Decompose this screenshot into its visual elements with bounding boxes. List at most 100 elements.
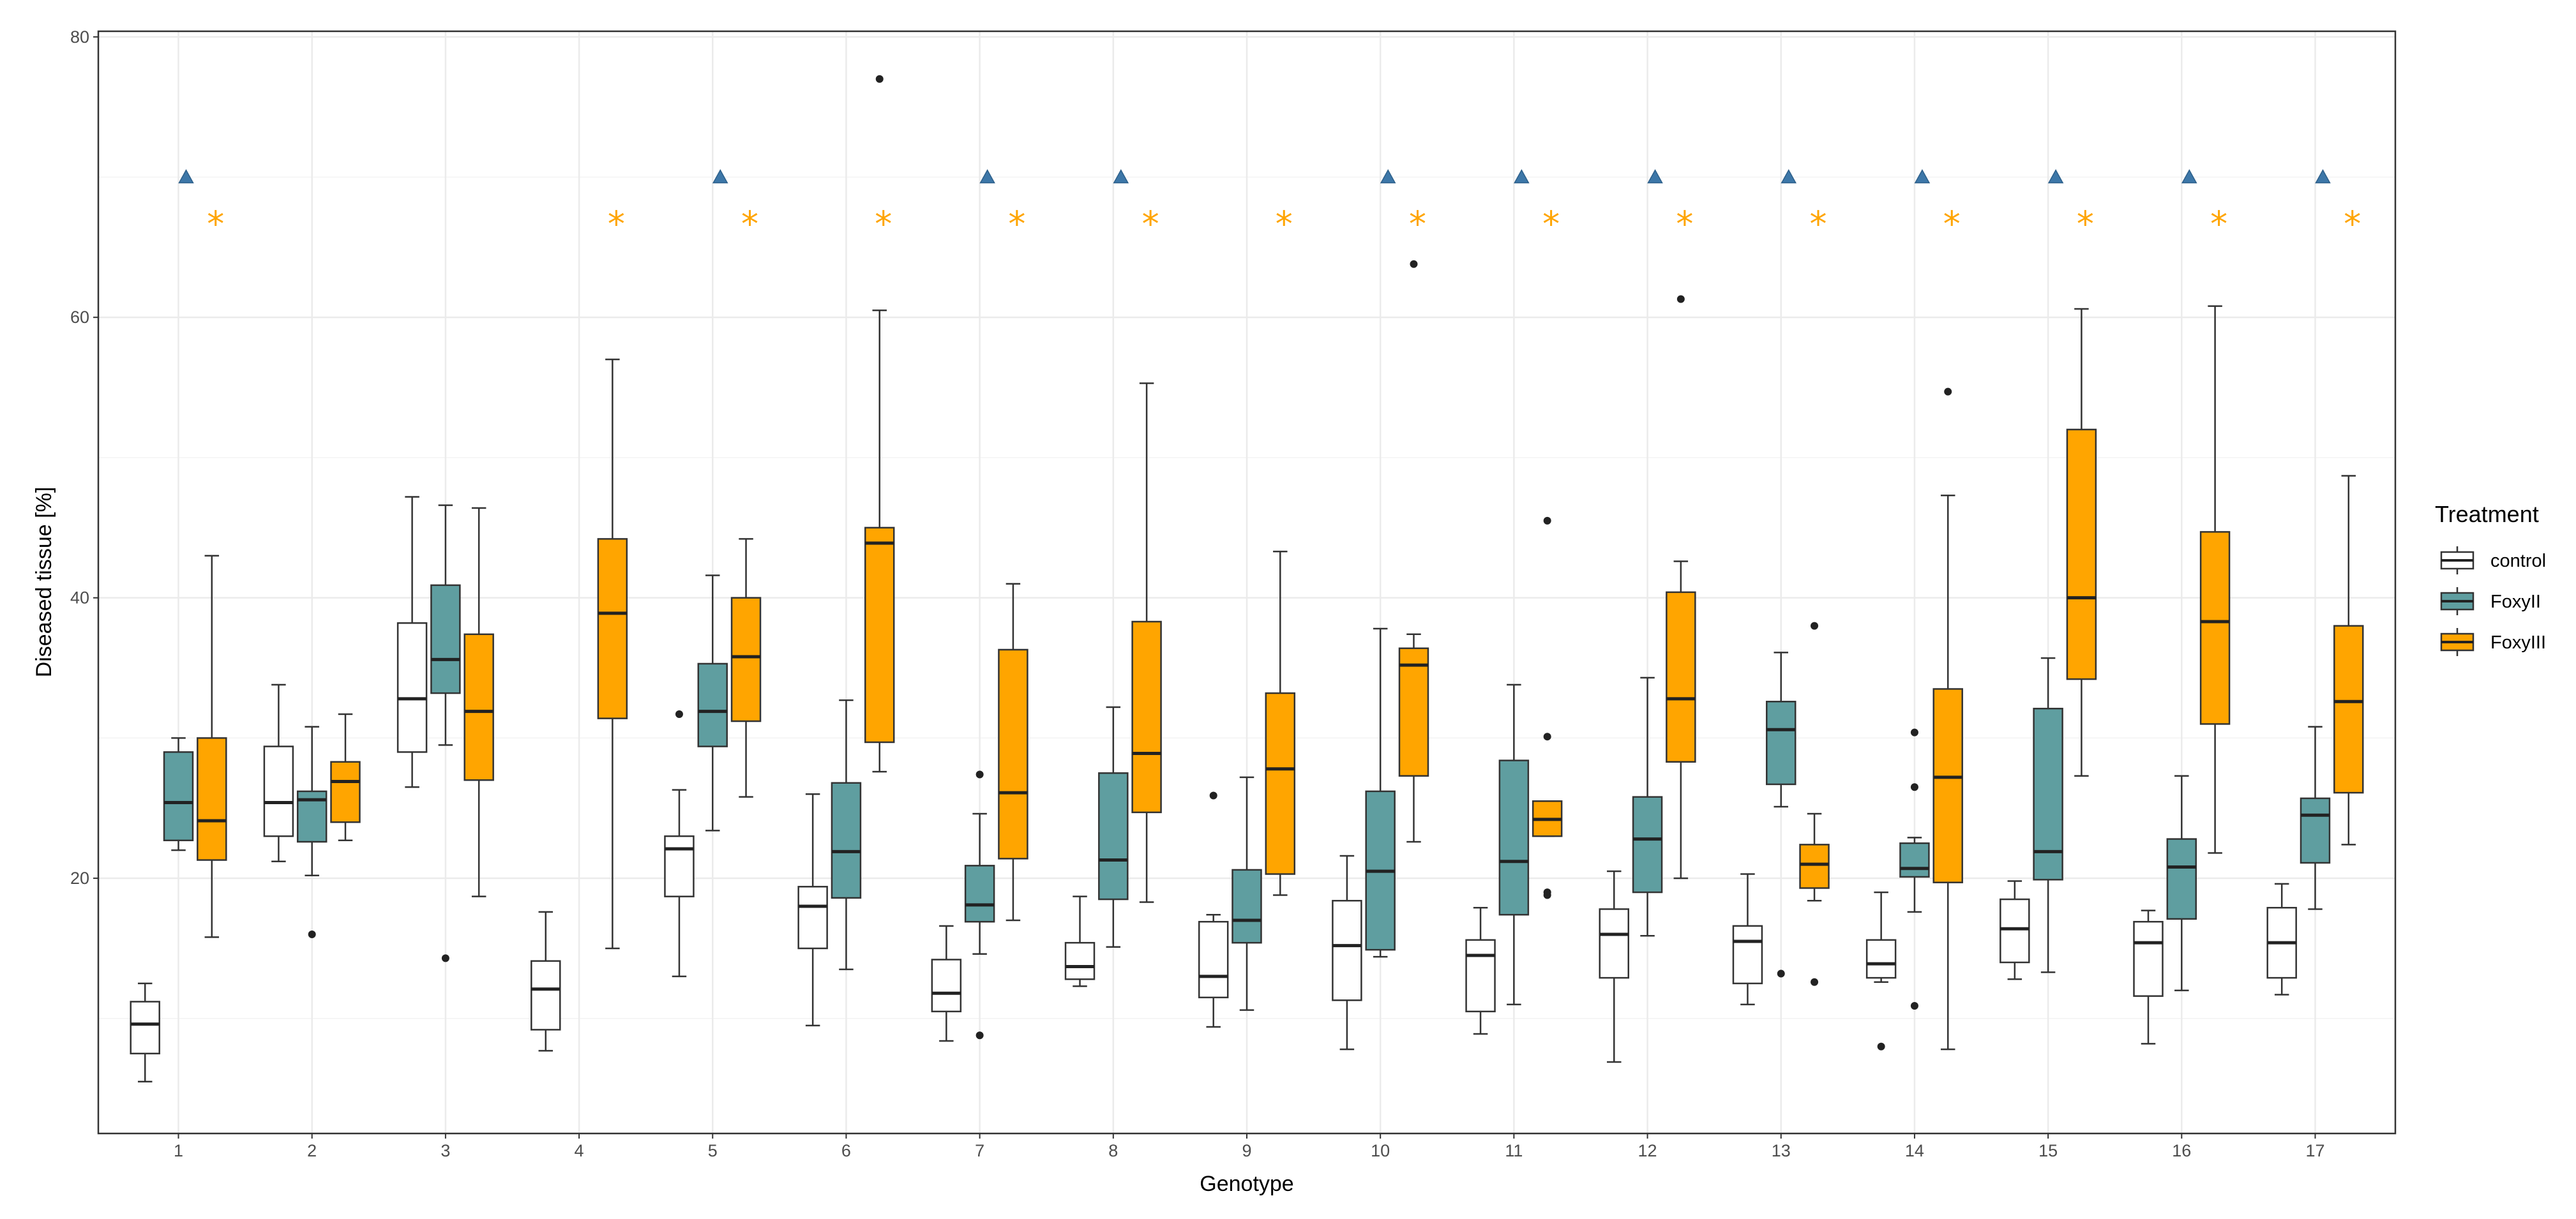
box-FoxyII-genotype-6 [831, 699, 862, 971]
box-iqr [1732, 925, 1763, 985]
significance-asterisk: * [1943, 204, 1961, 244]
box-FoxyII-genotype-13 [1766, 652, 1796, 978]
box-FoxyIII-genotype-10 [1398, 260, 1429, 843]
box-control-genotype-2 [263, 684, 294, 862]
outlier-point [1910, 728, 1918, 737]
box-iqr [330, 761, 361, 823]
significance-asterisk: * [1409, 204, 1426, 244]
y-tick-label: 20 [70, 869, 89, 888]
significance-triangle-icon [2047, 168, 2064, 184]
box-FoxyII-genotype-8 [1098, 706, 1129, 948]
box-iqr [263, 745, 294, 837]
box-iqr [1632, 796, 1663, 894]
outlier-point [1811, 622, 1819, 630]
y-axis-title: Diseased tissue [%] [32, 487, 56, 678]
box-FoxyII-genotype-12 [1632, 677, 1663, 937]
significance-asterisk: * [1276, 204, 1293, 244]
box-control-genotype-5 [664, 710, 695, 978]
x-tick-label: 14 [1905, 1141, 1924, 1160]
box-iqr [697, 662, 728, 747]
y-tick-label: 60 [70, 308, 89, 327]
box-iqr [1332, 900, 1362, 1001]
significance-asterisk: * [1542, 204, 1560, 244]
x-tick-label: 15 [2038, 1141, 2058, 1160]
box-control-genotype-7 [931, 925, 962, 1042]
y-tick-label: 80 [70, 27, 89, 47]
box-control-genotype-12 [1599, 870, 1629, 1063]
box-FoxyIII-genotype-15 [2066, 308, 2097, 777]
box-control-genotype-14 [1865, 891, 1897, 1051]
box-iqr [396, 622, 428, 753]
box-FoxyIII-genotype-1 [197, 555, 227, 938]
box-FoxyIII-genotype-5 [730, 538, 762, 798]
box-control-genotype-16 [2133, 909, 2164, 1045]
significance-triangle-icon [979, 168, 995, 184]
box-FoxyII-genotype-10 [1365, 627, 1396, 958]
x-tick-label: 8 [1108, 1141, 1118, 1160]
outlier-point [1543, 891, 1551, 899]
box-FoxyIII-genotype-3 [463, 507, 494, 897]
box-iqr [1064, 941, 1096, 980]
box-iqr [2300, 797, 2331, 864]
significance-asterisk: * [608, 204, 625, 244]
box-iqr [2000, 898, 2030, 964]
box-iqr [463, 633, 494, 781]
legend-label: FoxyII [2490, 592, 2541, 612]
x-tick-label: 5 [708, 1141, 718, 1160]
box-iqr [831, 782, 862, 899]
box-iqr [1932, 688, 1963, 883]
x-tick-label: 7 [975, 1141, 984, 1160]
legend-label: FoxyIII [2490, 632, 2546, 653]
box-iqr [2066, 428, 2097, 680]
significance-triangle-icon [712, 168, 728, 184]
x-tick-label: 6 [841, 1141, 851, 1160]
box-control-genotype-4 [531, 911, 561, 1052]
outlier-point [1209, 791, 1217, 800]
box-FoxyIII-genotype-17 [2333, 475, 2364, 846]
x-tick-label: 11 [1505, 1141, 1523, 1160]
box-iqr [1865, 939, 1897, 979]
box-iqr [2333, 625, 2364, 794]
plot-marks: * * * * * * * * * * * * * * * [130, 75, 2364, 1082]
legend-item-FoxyIII: FoxyIII [2440, 628, 2546, 656]
significance-asterisk: * [2210, 204, 2227, 244]
box-FoxyII-genotype-11 [1498, 684, 1530, 1006]
box-control-genotype-1 [130, 982, 160, 1082]
outlier-point [875, 75, 884, 83]
box-iqr [1398, 647, 1429, 777]
legend: Treatment control FoxyII FoxyIII [2435, 501, 2546, 656]
significance-asterisk: * [207, 204, 224, 244]
box-iqr [130, 1001, 160, 1055]
box-iqr [1232, 869, 1262, 944]
outlier-point [1910, 783, 1918, 791]
box-FoxyIII-genotype-6 [864, 75, 895, 773]
box-control-genotype-8 [1064, 895, 1096, 987]
box-iqr [197, 737, 227, 861]
significance-asterisk: * [2077, 204, 2094, 244]
box-iqr [1766, 701, 1796, 786]
box-iqr [2133, 920, 2164, 997]
significance-triangle-icon [1113, 168, 1129, 184]
x-tick-label: 17 [2305, 1141, 2324, 1160]
y-tick-label: 40 [70, 588, 89, 608]
x-tick-label: 4 [575, 1141, 584, 1160]
box-FoxyIII-genotype-12 [1666, 295, 1696, 879]
outlier-point [1543, 733, 1551, 741]
box-iqr [1899, 842, 1930, 878]
box-FoxyII-genotype-3 [430, 504, 461, 962]
x-tick-label: 16 [2172, 1141, 2191, 1160]
legend-title: Treatment [2435, 501, 2539, 527]
outlier-point [675, 710, 683, 719]
legend-label: control [2490, 551, 2546, 571]
x-tick-label: 13 [1772, 1141, 1791, 1160]
outlier-point [1910, 1002, 1918, 1010]
outlier-point [441, 954, 449, 962]
box-iqr [1799, 844, 1830, 889]
legend-item-control: control [2440, 546, 2546, 574]
box-FoxyIII-genotype-4 [597, 358, 628, 950]
box-FoxyII-genotype-1 [163, 737, 194, 851]
box-control-genotype-17 [2266, 883, 2297, 996]
significance-triangle-icon [1647, 168, 1663, 184]
significance-asterisk: * [2344, 204, 2361, 244]
